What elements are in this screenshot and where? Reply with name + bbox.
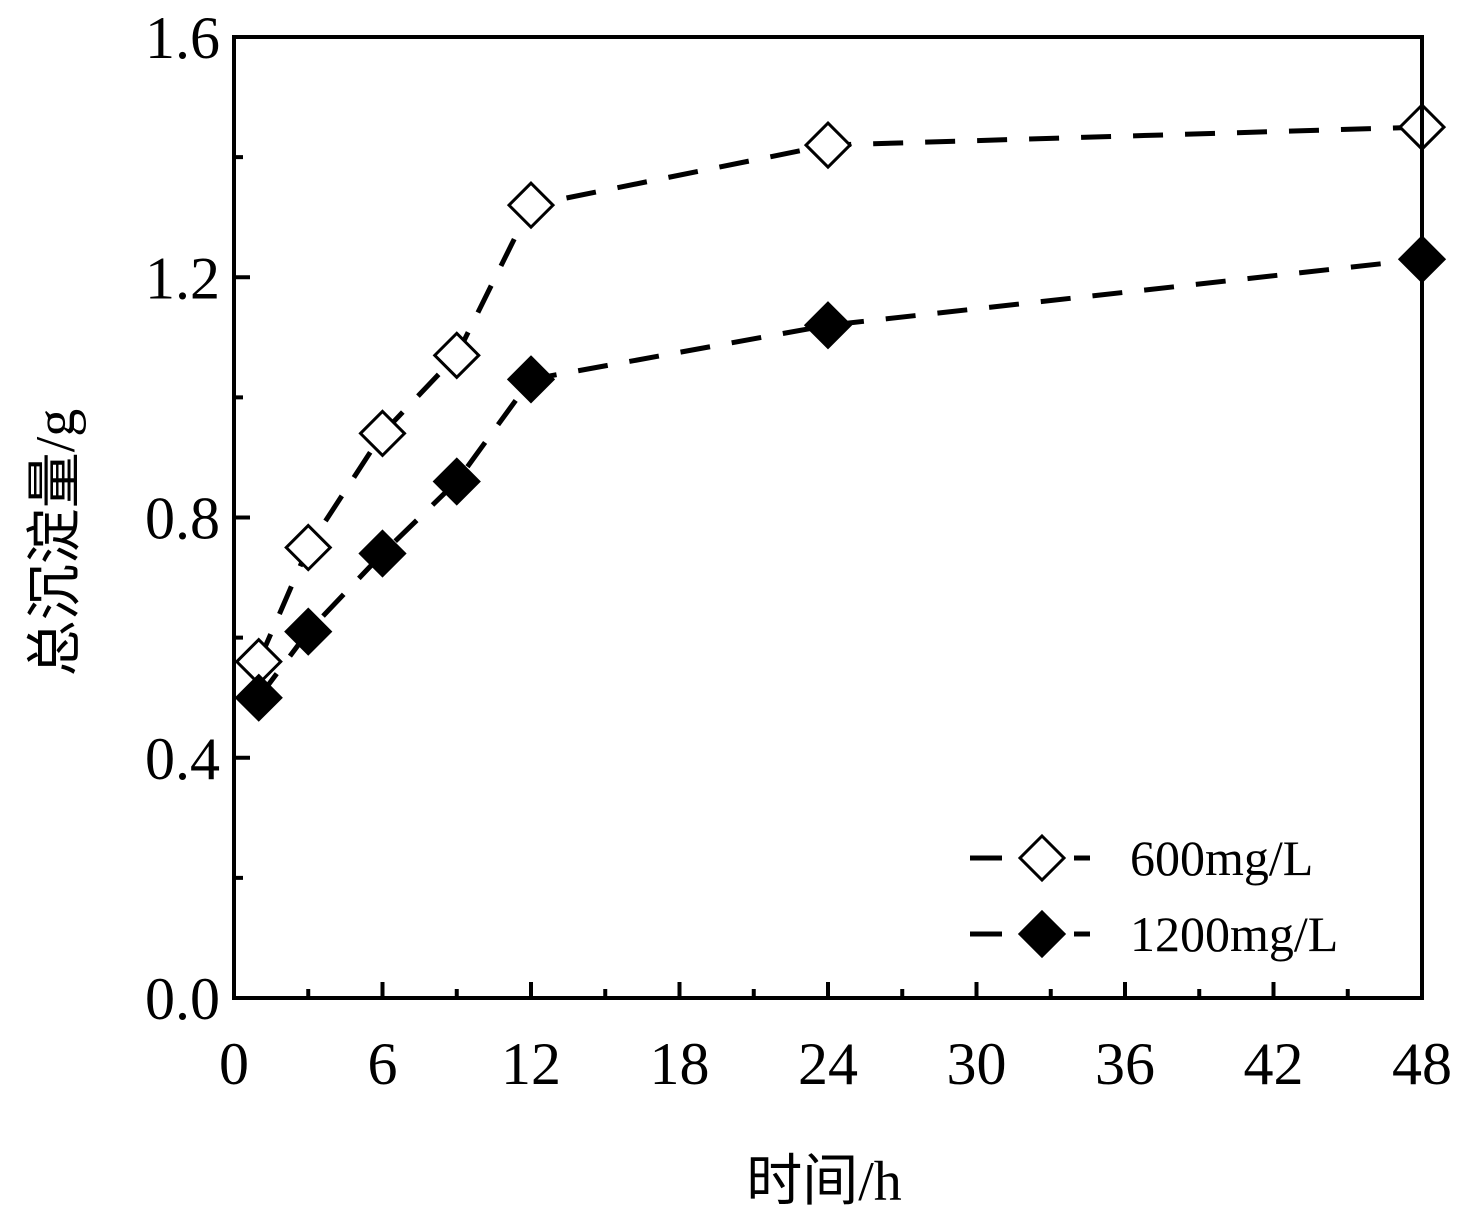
data-point-marker (803, 120, 853, 170)
legend-item: 1200mg/L (970, 906, 1338, 962)
legend-label: 1200mg/L (1130, 906, 1338, 962)
x-tick-label: 6 (368, 1031, 398, 1097)
data-point-marker (506, 181, 556, 230)
data-point-marker (432, 331, 481, 380)
legend: 600mg/L 1200mg/L (970, 830, 1338, 962)
data-point-marker (358, 529, 407, 578)
y-tick-label: 0.0 (145, 966, 220, 1032)
x-tick-label: 36 (1095, 1031, 1155, 1097)
x-tick-label: 30 (947, 1031, 1007, 1097)
series-line (256, 124, 1423, 663)
data-point-marker (284, 607, 333, 656)
data-point-marker (358, 409, 407, 458)
y-tick-label: 0.4 (145, 726, 220, 792)
legend-label: 600mg/L (1130, 830, 1313, 886)
data-point-marker (432, 457, 481, 506)
series-2 (234, 235, 1447, 722)
y-axis-title: 总沉淀量/g (25, 409, 87, 677)
legend-marker (1017, 909, 1067, 959)
x-tick-label: 18 (650, 1031, 710, 1097)
series-1 (234, 102, 1447, 686)
series-layer (234, 102, 1447, 722)
y-tick-label: 0.8 (145, 486, 220, 552)
x-tick-label: 12 (501, 1031, 561, 1097)
x-tick-label: 24 (798, 1031, 858, 1097)
y-tick-label: 1.2 (145, 245, 220, 311)
y-tick-label: 1.6 (145, 5, 220, 71)
legend-item: 600mg/L (970, 830, 1313, 886)
data-point-marker (284, 523, 333, 572)
axis-tick-labels: 0 6 12 18 24 30 36 42 48 0.0 0.4 0.8 1.2 1.6 (145, 5, 1452, 1097)
x-tick-label: 42 (1244, 1031, 1304, 1097)
x-tick-label: 0 (219, 1031, 249, 1097)
data-point-marker (803, 301, 853, 350)
legend-marker (1017, 833, 1067, 883)
x-axis-title: 时间/h (746, 1151, 902, 1213)
plot-frame (232, 35, 1424, 1000)
data-point-marker (234, 673, 283, 722)
x-tick-label: 48 (1392, 1031, 1452, 1097)
data-point-marker (506, 355, 556, 404)
